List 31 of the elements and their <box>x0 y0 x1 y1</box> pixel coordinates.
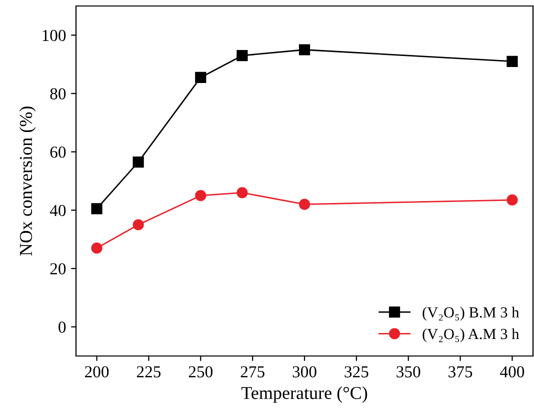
x-axis-title: Temperature (°C) <box>241 386 368 403</box>
point <box>506 56 518 67</box>
y-axis-title: NOx conversion (%) <box>19 106 36 256</box>
y-tick-label: 80 <box>50 88 66 100</box>
x-tick-label: 375 <box>448 366 472 378</box>
x-tick-label: 400 <box>500 366 524 378</box>
x-tick-label: 200 <box>85 366 109 378</box>
point <box>506 194 518 206</box>
y-tick-label: 60 <box>50 146 66 158</box>
x-tick-label: 225 <box>136 366 161 378</box>
y-tick-label: 20 <box>50 263 66 274</box>
point <box>298 44 310 56</box>
point <box>132 219 144 230</box>
point <box>91 242 102 254</box>
point <box>91 203 102 214</box>
y-tick-label: 0 <box>58 322 66 333</box>
point <box>132 156 144 168</box>
x-tick-label: 325 <box>344 366 368 378</box>
x-tick-label: 250 <box>188 366 212 378</box>
point <box>195 72 206 84</box>
y-tick-label: 40 <box>50 204 66 216</box>
point <box>298 198 310 210</box>
x-tick-label: 350 <box>396 366 420 378</box>
legend-label: (V₂O₅) A.M 3 h <box>422 328 520 342</box>
point <box>236 50 248 62</box>
x-tick-label: 300 <box>292 366 316 378</box>
point <box>236 187 248 198</box>
y-tick-label: 100 <box>42 30 66 42</box>
point <box>195 190 206 202</box>
legend-label: (V₂O₅) B.M 3 h <box>422 306 520 321</box>
x-tick-label: 275 <box>240 366 264 378</box>
